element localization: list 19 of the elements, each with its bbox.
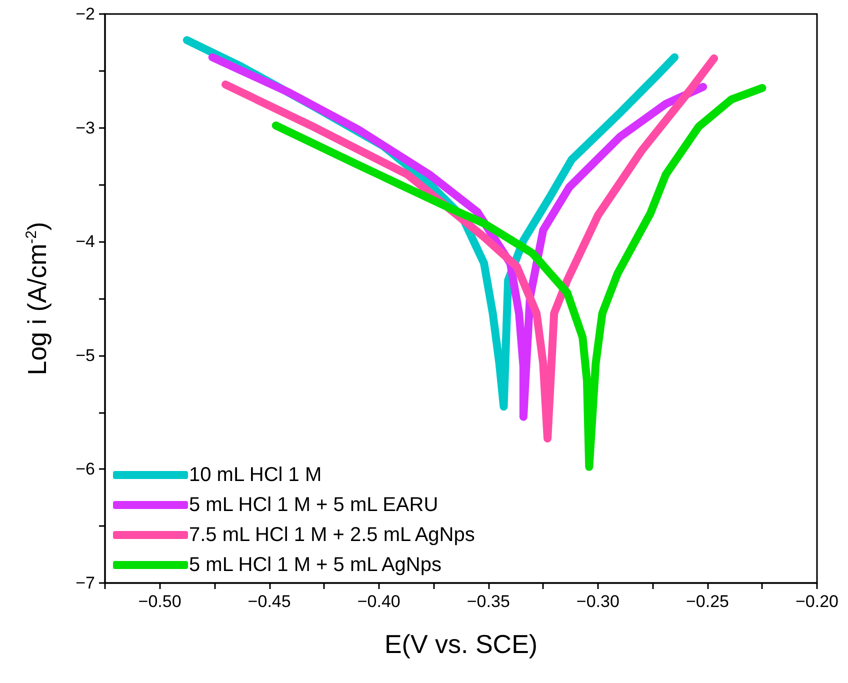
y-tick-label: −5	[76, 346, 95, 365]
y-tick-label: −2	[76, 4, 95, 24]
x-tick-label: −0.30	[576, 592, 620, 611]
x-tick-label: −0.20	[795, 592, 839, 611]
x-tick-label: −0.50	[138, 592, 182, 611]
x-tick-label: −0.45	[248, 592, 291, 611]
y-tick-label: −6	[76, 460, 95, 479]
legend-label: 5 mL HCl 1 M + 5 mL AgNps	[189, 554, 442, 576]
y-tick-label: −4	[76, 232, 95, 252]
x-tick-label: −0.25	[686, 592, 729, 611]
x-axis-title: E(V vs. SCE)	[384, 629, 538, 659]
y-axis-title: Log i (A/cm-2)	[22, 222, 52, 376]
legend-label: 7.5 mL HCl 1 M + 2.5 mL AgNps	[189, 524, 475, 546]
x-tick-label: −0.40	[357, 592, 400, 611]
legend-label: 5 mL HCl 1 M + 5 mL EARU	[189, 494, 438, 516]
legend-label: 10 mL HCl 1 M	[189, 464, 322, 486]
x-tick-label: −0.35	[466, 592, 510, 611]
y-tick-label: −3	[76, 118, 95, 138]
y-tick-label: −7	[76, 574, 95, 592]
